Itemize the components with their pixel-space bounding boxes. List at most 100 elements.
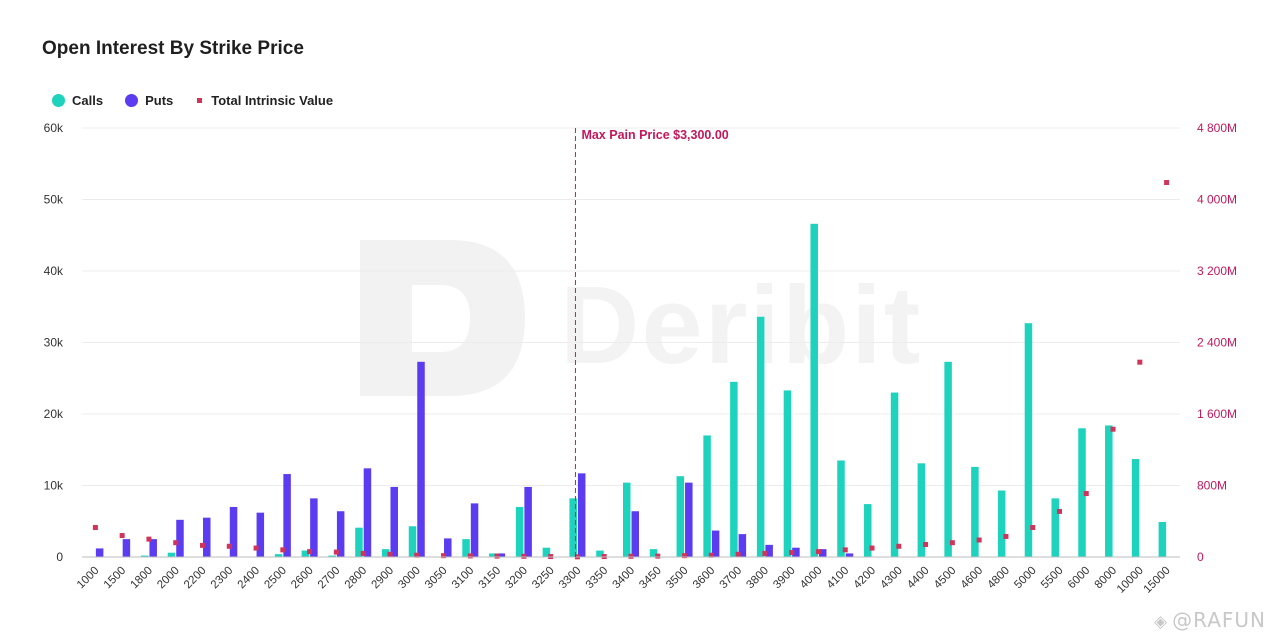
calls-bar[interactable]: [301, 550, 310, 557]
intrinsic-point[interactable]: [655, 553, 661, 559]
calls-bar[interactable]: [810, 223, 818, 557]
calls-bar[interactable]: [944, 361, 952, 557]
intrinsic-point[interactable]: [333, 549, 339, 555]
puts-bar[interactable]: [417, 361, 425, 557]
calls-bar[interactable]: [730, 381, 738, 557]
calls-bar[interactable]: [542, 547, 551, 557]
intrinsic-point[interactable]: [280, 547, 286, 553]
intrinsic-point[interactable]: [414, 552, 420, 558]
intrinsic-point[interactable]: [1030, 525, 1036, 531]
intrinsic-point[interactable]: [949, 540, 955, 546]
puts-bar[interactable]: [524, 486, 532, 557]
calls-bar[interactable]: [783, 390, 792, 557]
calls-bar[interactable]: [649, 549, 658, 557]
calls-bar[interactable]: [623, 482, 631, 557]
puts-bar[interactable]: [497, 553, 506, 557]
intrinsic-point[interactable]: [976, 537, 982, 543]
calls-bar[interactable]: [489, 553, 497, 557]
calls-bar[interactable]: [569, 498, 577, 557]
puts-bar[interactable]: [229, 506, 238, 557]
legend-item-calls[interactable]: Calls: [52, 93, 103, 108]
puts-bar[interactable]: [577, 473, 586, 557]
puts-bar[interactable]: [792, 547, 800, 557]
calls-bar[interactable]: [328, 555, 336, 557]
legend-item-puts[interactable]: Puts: [125, 93, 173, 108]
calls-bar[interactable]: [1105, 425, 1113, 557]
intrinsic-point[interactable]: [146, 536, 152, 542]
calls-bar[interactable]: [864, 504, 872, 557]
puts-bar[interactable]: [176, 519, 184, 557]
puts-bar[interactable]: [283, 474, 291, 557]
intrinsic-point[interactable]: [360, 550, 366, 556]
calls-bar[interactable]: [837, 460, 845, 557]
calls-bar[interactable]: [676, 476, 685, 557]
intrinsic-point[interactable]: [1137, 359, 1143, 365]
intrinsic-point[interactable]: [521, 553, 527, 559]
intrinsic-point[interactable]: [173, 540, 179, 546]
intrinsic-point[interactable]: [682, 553, 688, 559]
calls-bar[interactable]: [515, 506, 524, 557]
intrinsic-point[interactable]: [762, 550, 768, 556]
calls-bar[interactable]: [274, 554, 283, 557]
puts-bar[interactable]: [765, 544, 773, 557]
calls-bar[interactable]: [1078, 428, 1086, 557]
intrinsic-point[interactable]: [387, 551, 393, 557]
intrinsic-point[interactable]: [1083, 491, 1089, 497]
puts-bar[interactable]: [363, 468, 372, 557]
puts-bar[interactable]: [818, 549, 827, 557]
calls-bar[interactable]: [408, 526, 417, 557]
puts-bar[interactable]: [310, 498, 318, 557]
puts-bar[interactable]: [685, 482, 693, 557]
puts-bar[interactable]: [256, 512, 265, 557]
puts-bar[interactable]: [390, 486, 398, 557]
intrinsic-point[interactable]: [735, 551, 741, 557]
calls-bar[interactable]: [890, 392, 899, 557]
intrinsic-point[interactable]: [869, 545, 875, 551]
puts-bar[interactable]: [631, 511, 640, 557]
puts-bar[interactable]: [444, 538, 452, 557]
intrinsic-point[interactable]: [494, 553, 500, 559]
calls-bar[interactable]: [596, 550, 604, 557]
puts-bar[interactable]: [149, 539, 157, 557]
calls-bar[interactable]: [703, 435, 711, 557]
intrinsic-point[interactable]: [628, 553, 634, 559]
puts-bar[interactable]: [845, 553, 854, 557]
intrinsic-point[interactable]: [1110, 426, 1116, 432]
calls-bar[interactable]: [1024, 323, 1033, 557]
intrinsic-point[interactable]: [708, 552, 714, 558]
intrinsic-point[interactable]: [896, 543, 902, 549]
intrinsic-point[interactable]: [789, 550, 795, 556]
calls-bar[interactable]: [140, 555, 149, 557]
calls-bar[interactable]: [756, 316, 765, 557]
calls-bar[interactable]: [462, 539, 470, 557]
intrinsic-point[interactable]: [815, 549, 821, 555]
intrinsic-point[interactable]: [226, 543, 232, 549]
intrinsic-point[interactable]: [923, 541, 929, 547]
intrinsic-point[interactable]: [467, 553, 473, 559]
intrinsic-point[interactable]: [1003, 533, 1009, 539]
calls-bar[interactable]: [381, 549, 390, 557]
intrinsic-point[interactable]: [119, 533, 125, 539]
legend-item-intrinsic[interactable]: Total Intrinsic Value: [195, 93, 333, 108]
puts-bar[interactable]: [122, 539, 131, 557]
puts-bar[interactable]: [336, 511, 345, 557]
intrinsic-point[interactable]: [441, 553, 447, 559]
intrinsic-point[interactable]: [92, 525, 98, 531]
calls-bar[interactable]: [355, 527, 363, 557]
intrinsic-point[interactable]: [1164, 180, 1170, 186]
puts-bar[interactable]: [470, 503, 479, 557]
calls-bar[interactable]: [167, 552, 176, 557]
calls-bar[interactable]: [1131, 459, 1140, 557]
intrinsic-point[interactable]: [1056, 508, 1062, 514]
intrinsic-point[interactable]: [842, 547, 848, 553]
intrinsic-point[interactable]: [200, 542, 206, 548]
puts-bar[interactable]: [738, 534, 747, 557]
puts-bar[interactable]: [711, 530, 720, 557]
calls-bar[interactable]: [1051, 498, 1059, 557]
calls-bar[interactable]: [997, 490, 1006, 557]
intrinsic-point[interactable]: [253, 545, 259, 551]
calls-bar[interactable]: [917, 463, 926, 557]
puts-bar[interactable]: [95, 548, 104, 557]
calls-bar[interactable]: [971, 466, 979, 557]
puts-bar[interactable]: [203, 517, 211, 557]
